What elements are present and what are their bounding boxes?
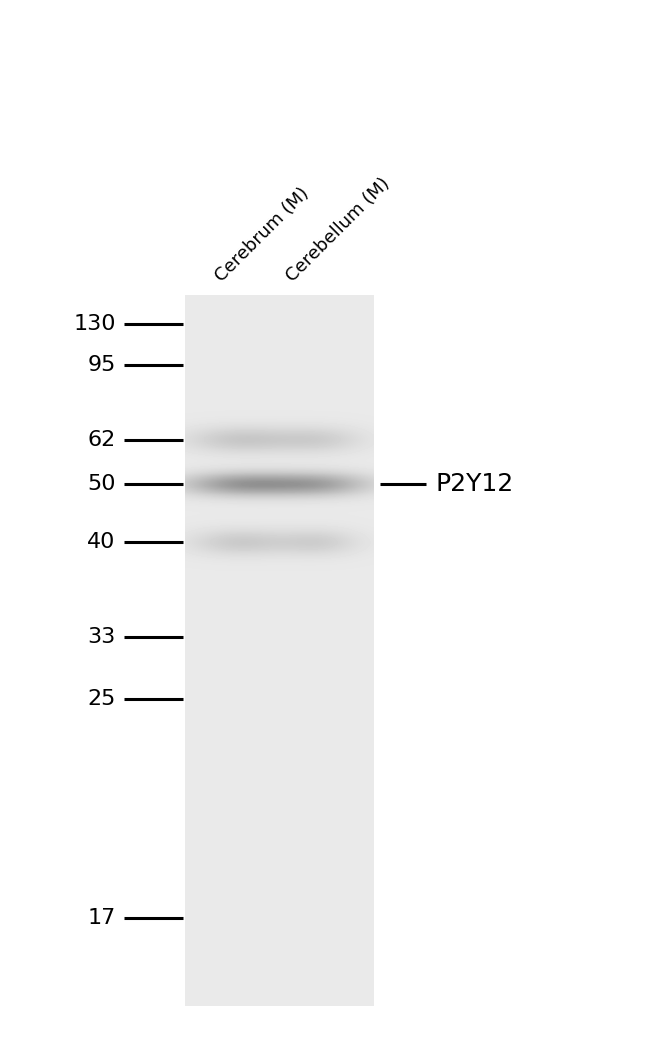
Text: 95: 95 (87, 355, 116, 375)
Bar (185, 296, 374, 1006)
Text: 25: 25 (87, 689, 116, 709)
Text: 33: 33 (88, 626, 116, 647)
Text: 130: 130 (73, 313, 116, 334)
Text: 50: 50 (87, 474, 116, 495)
Text: 62: 62 (88, 429, 116, 450)
Text: Cerebellum (M): Cerebellum (M) (283, 174, 394, 285)
Text: 40: 40 (87, 532, 116, 553)
Text: P2Y12: P2Y12 (436, 472, 514, 497)
Text: Cerebrum (M): Cerebrum (M) (211, 184, 313, 285)
Text: 17: 17 (88, 907, 116, 928)
